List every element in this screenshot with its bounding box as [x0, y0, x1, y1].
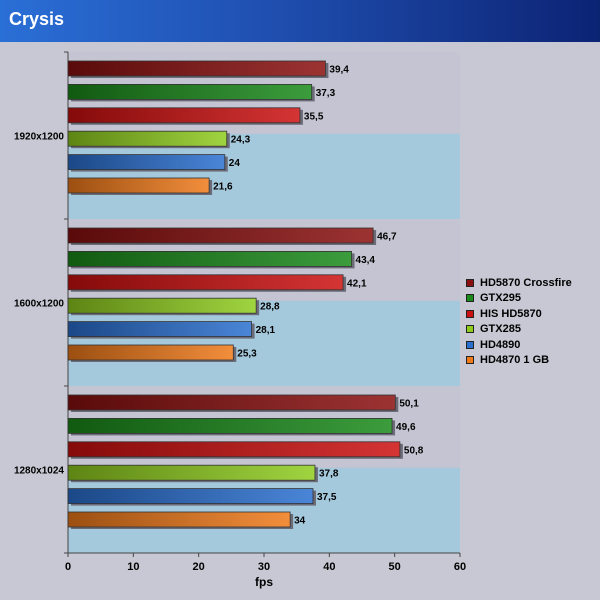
bar [67, 227, 374, 244]
data-label: 50,1 [399, 399, 419, 410]
bar [67, 394, 396, 411]
legend-item: HIS HD5870 [466, 306, 572, 322]
x-tick-label: 60 [454, 561, 466, 573]
legend-label: HD4870 1 GB [480, 354, 550, 367]
legend-label: HD5870 Crossfire [480, 276, 572, 289]
legend-label: GTX285 [480, 323, 521, 336]
legend-swatch [466, 294, 474, 303]
legend-label: HIS HD5870 [480, 307, 542, 320]
bar [67, 154, 226, 171]
bar [67, 107, 301, 124]
category-label: 1600x1200 [14, 299, 64, 310]
x-tick-label: 20 [193, 561, 205, 573]
data-label: 46,7 [377, 232, 397, 243]
bar [67, 417, 393, 434]
data-label: 28,8 [260, 302, 280, 313]
bar [67, 297, 257, 314]
x-tick-label: 10 [127, 561, 139, 573]
legend-item: GTX285 [466, 322, 572, 338]
chart-title: Crysis [9, 9, 65, 29]
legend-item: HD4890 [466, 337, 572, 353]
x-tick-label: 30 [258, 561, 270, 573]
data-label: 43,4 [356, 255, 376, 266]
bar [67, 177, 210, 194]
legend-item: GTX295 [466, 291, 572, 307]
bar [67, 511, 291, 528]
legend-label: GTX295 [480, 292, 521, 305]
bar [67, 84, 313, 100]
bar [67, 321, 252, 338]
data-label: 28,1 [256, 325, 276, 336]
legend-item: HD4870 1 GB [466, 353, 572, 369]
legend-swatch [466, 325, 474, 334]
data-label: 50,8 [404, 445, 424, 456]
bar [67, 488, 314, 505]
data-label: 24 [229, 158, 241, 169]
legend-swatch [466, 340, 474, 349]
data-label: 39,4 [329, 65, 349, 76]
x-axis-label: fps [255, 575, 273, 589]
data-label: 35,5 [304, 111, 324, 122]
legend-item: HD5870 Crossfire [466, 275, 572, 291]
data-label: 42,1 [347, 278, 367, 289]
x-tick-label: 40 [323, 561, 335, 573]
category-label: 1280x1024 [14, 466, 64, 477]
bar [67, 441, 401, 458]
data-label: 34 [294, 516, 306, 527]
x-tick-label: 0 [65, 561, 71, 573]
x-tick-label: 50 [389, 561, 401, 573]
bar [67, 130, 228, 147]
data-label: 25,3 [237, 349, 257, 360]
bar [67, 250, 352, 267]
data-label: 37,3 [316, 88, 336, 99]
data-label: 37,5 [317, 492, 337, 503]
bar [67, 344, 234, 361]
data-label: 24,3 [231, 135, 251, 146]
bar [67, 464, 316, 481]
data-label: 37,8 [319, 469, 339, 480]
category-label: 1920x1200 [14, 132, 64, 143]
bar [67, 274, 344, 291]
legend: HD5870 Crossfire GTX295 HIS HD5870 GTX285 HD… [466, 275, 572, 368]
title-bar: Crysis [0, 0, 600, 42]
legend-label: HD4890 [480, 338, 521, 351]
bar [67, 60, 326, 77]
data-label: 21,6 [213, 182, 233, 193]
legend-swatch [466, 309, 474, 318]
legend-swatch [466, 356, 474, 365]
data-label: 49,6 [396, 422, 416, 433]
legend-swatch [466, 278, 474, 287]
